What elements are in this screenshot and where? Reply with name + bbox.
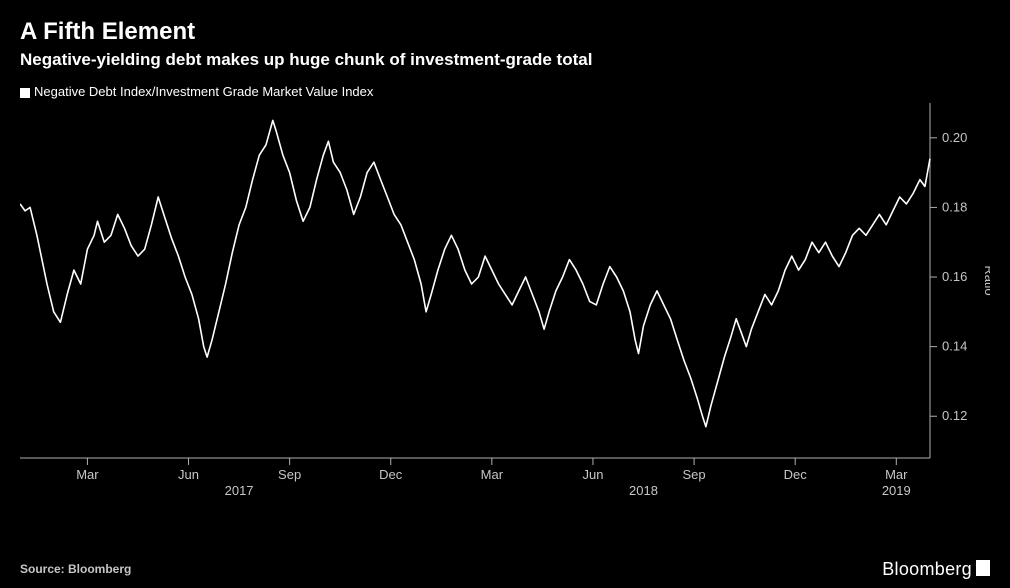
svg-text:Jun: Jun	[178, 467, 199, 482]
chart-container: A Fifth Element Negative-yielding debt m…	[0, 0, 1010, 588]
svg-text:Mar: Mar	[76, 467, 99, 482]
svg-text:0.18: 0.18	[942, 199, 967, 214]
chart-plot-area: Mar Jun Sep Dec Mar Jun Sep Dec Mar 2017 2018 2019 0…	[20, 103, 980, 503]
legend-label: Negative Debt Index/Investment Grade Mar…	[34, 84, 373, 99]
svg-text:Dec: Dec	[784, 467, 808, 482]
brand-box-icon	[976, 560, 990, 576]
chart-subtitle: Negative-yielding debt makes up huge chu…	[20, 50, 990, 70]
svg-text:Ratio: Ratio	[982, 265, 990, 295]
svg-text:2019: 2019	[882, 483, 911, 498]
legend-marker-icon	[20, 88, 30, 98]
svg-text:2017: 2017	[225, 483, 254, 498]
svg-text:0.16: 0.16	[942, 269, 967, 284]
svg-text:2018: 2018	[629, 483, 658, 498]
chart-svg: Mar Jun Sep Dec Mar Jun Sep Dec Mar 2017 2018 2019 0…	[20, 103, 990, 503]
svg-text:Dec: Dec	[379, 467, 403, 482]
svg-text:0.20: 0.20	[942, 130, 967, 145]
svg-text:Sep: Sep	[683, 467, 706, 482]
svg-text:0.14: 0.14	[942, 339, 967, 354]
chart-title: A Fifth Element	[20, 18, 990, 46]
brand-text: Bloomberg	[882, 559, 972, 579]
source-attribution: Source: Bloomberg	[20, 562, 131, 576]
svg-text:Sep: Sep	[278, 467, 301, 482]
svg-text:Jun: Jun	[582, 467, 603, 482]
svg-text:Mar: Mar	[481, 467, 504, 482]
brand-logo: Bloomberg	[882, 559, 990, 580]
svg-text:0.12: 0.12	[942, 408, 967, 423]
chart-legend: Negative Debt Index/Investment Grade Mar…	[20, 84, 990, 99]
svg-text:Mar: Mar	[885, 467, 908, 482]
